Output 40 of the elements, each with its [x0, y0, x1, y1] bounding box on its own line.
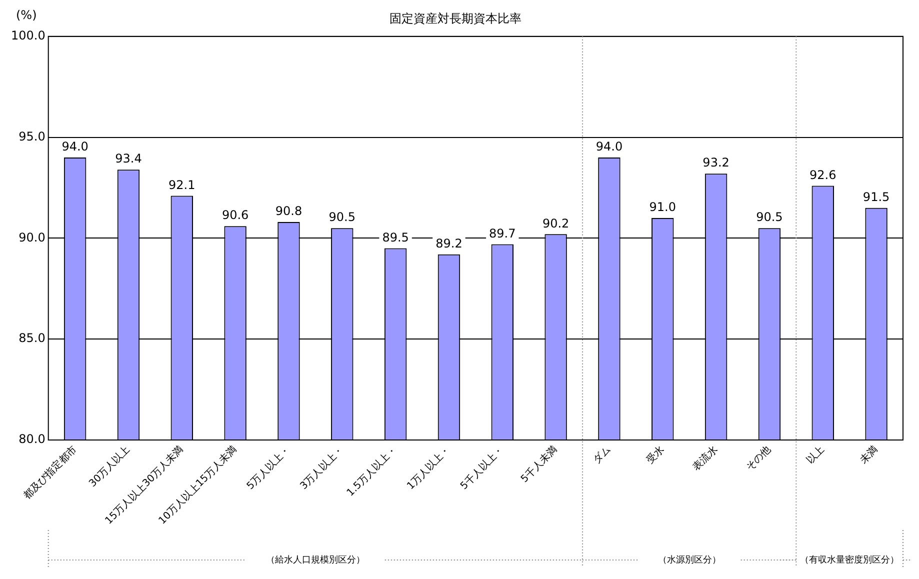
x-tick-label: 都及び指定都市: [21, 444, 80, 502]
data-label: 89.5: [382, 230, 409, 244]
data-label: 94.0: [596, 140, 623, 154]
data-label: 90.5: [328, 210, 356, 224]
x-tick-label: 5千人以上・: [458, 444, 506, 492]
x-tick-label: その他: [744, 444, 774, 474]
data-label: 92.6: [810, 168, 836, 182]
x-tick-label: 受水: [644, 444, 667, 466]
data-label: 89.2: [436, 236, 462, 250]
x-tick-label: 5千人未満: [518, 444, 560, 485]
data-label: 93.4: [115, 152, 142, 166]
data-label: 89.7: [489, 226, 516, 240]
x-tick-label: 表流水: [690, 444, 720, 474]
data-label: 94.0: [62, 140, 88, 154]
y-tick-label: 80.0: [18, 432, 46, 446]
x-tick-label: 1万人以上・: [404, 444, 453, 492]
data-label: 91.0: [649, 200, 676, 214]
x-tick-label: 未満: [858, 444, 880, 466]
data-label: 91.5: [862, 190, 890, 204]
x-tick-label: ダム: [590, 444, 614, 466]
data-label: 90.2: [542, 216, 570, 230]
text: （水源別区分）: [658, 554, 721, 566]
x-tick-label: 30万人以上: [86, 444, 132, 490]
data-label: 90.6: [222, 208, 249, 222]
y-tick-label: 90.0: [18, 230, 46, 244]
y-axis-title: (%): [16, 8, 37, 22]
x-tick-label: 以上: [804, 444, 827, 466]
y-tick-label: 85.0: [18, 331, 46, 346]
chart-title: 固定資産対長期資本比率: [390, 11, 522, 26]
data-label: 90.8: [275, 204, 302, 218]
text: （給水人口規模別区分）: [266, 554, 365, 566]
y-tick-label: 95.0: [18, 129, 46, 144]
data-label: 93.2: [702, 156, 730, 170]
y-tick-label: 100.0: [10, 28, 46, 43]
data-label: 90.5: [756, 210, 783, 224]
x-tick-label: 1.5万人以上・: [344, 444, 400, 499]
text: （有収水量密度別区分）: [800, 554, 900, 566]
data-label: 92.1: [168, 178, 196, 192]
x-tick-label: 3万人以上・: [298, 444, 346, 492]
x-tick-label: 5万人以上・: [244, 444, 293, 492]
